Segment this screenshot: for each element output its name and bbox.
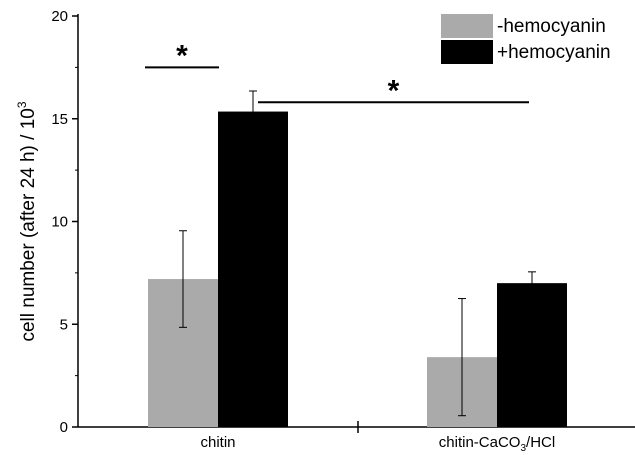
y-tick-label-2: 10 [51, 214, 68, 231]
legend-swatch-1 [441, 40, 493, 64]
significance-marker-0: * [176, 39, 188, 72]
bar-s1-c1 [497, 283, 567, 427]
y-tick-label-1: 5 [60, 316, 68, 333]
bar-s1-c0 [218, 111, 288, 428]
significance-marker-1: * [388, 74, 400, 107]
x-category-label-0: chitin [200, 434, 235, 451]
x-category-label-1: chitin-CaCO3/HCl [439, 434, 555, 454]
legend-label-0: -hemocyanin [497, 16, 606, 37]
legend-label-1: +hemocyanin [497, 42, 611, 63]
legend-swatch-0 [441, 14, 493, 38]
y-tick-label-3: 15 [51, 111, 68, 128]
y-tick-label-4: 20 [51, 8, 68, 25]
y-axis-label: cell number (after 24 h) / 103 [15, 101, 39, 341]
plot-area: 0 5 10 15 20 chitin chitin-CaCO3/HCl cell numbe… [15, 8, 635, 454]
y-tick-label-0: 0 [60, 419, 68, 436]
